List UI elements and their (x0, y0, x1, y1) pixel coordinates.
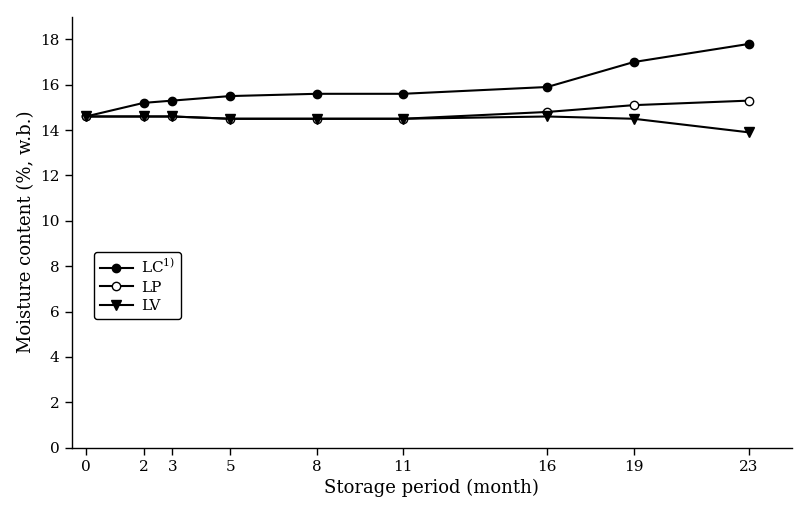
Y-axis label: Moisture content (%, w.b.): Moisture content (%, w.b.) (17, 111, 35, 354)
Line: LP: LP (82, 97, 753, 123)
LP (744, 98, 754, 104)
LP (81, 114, 91, 120)
Legend: LC$^{1)}$, LP, LV: LC$^{1)}$, LP, LV (94, 252, 181, 319)
LC$^{1)}$ (398, 90, 408, 97)
LC$^{1)}$ (139, 100, 149, 106)
LC$^{1)}$ (629, 59, 638, 65)
X-axis label: Storage period (month): Storage period (month) (324, 479, 540, 498)
LP (629, 102, 638, 108)
LP (167, 114, 177, 120)
LV (629, 116, 638, 122)
LC$^{1)}$ (542, 84, 552, 90)
LV (167, 114, 177, 120)
LV (744, 130, 754, 136)
Line: LV: LV (81, 112, 754, 137)
LP (542, 109, 552, 115)
LP (311, 116, 321, 122)
LV (81, 114, 91, 120)
LC$^{1)}$ (225, 93, 235, 99)
LC$^{1)}$ (167, 98, 177, 104)
LV (139, 114, 149, 120)
LP (398, 116, 408, 122)
LV (398, 116, 408, 122)
LP (225, 116, 235, 122)
LC$^{1)}$ (311, 90, 321, 97)
LV (542, 114, 552, 120)
LP (139, 114, 149, 120)
LV (311, 116, 321, 122)
LC$^{1)}$ (744, 41, 754, 47)
Line: LC$^{1)}$: LC$^{1)}$ (82, 40, 753, 121)
LC$^{1)}$ (81, 114, 91, 120)
LV (225, 116, 235, 122)
